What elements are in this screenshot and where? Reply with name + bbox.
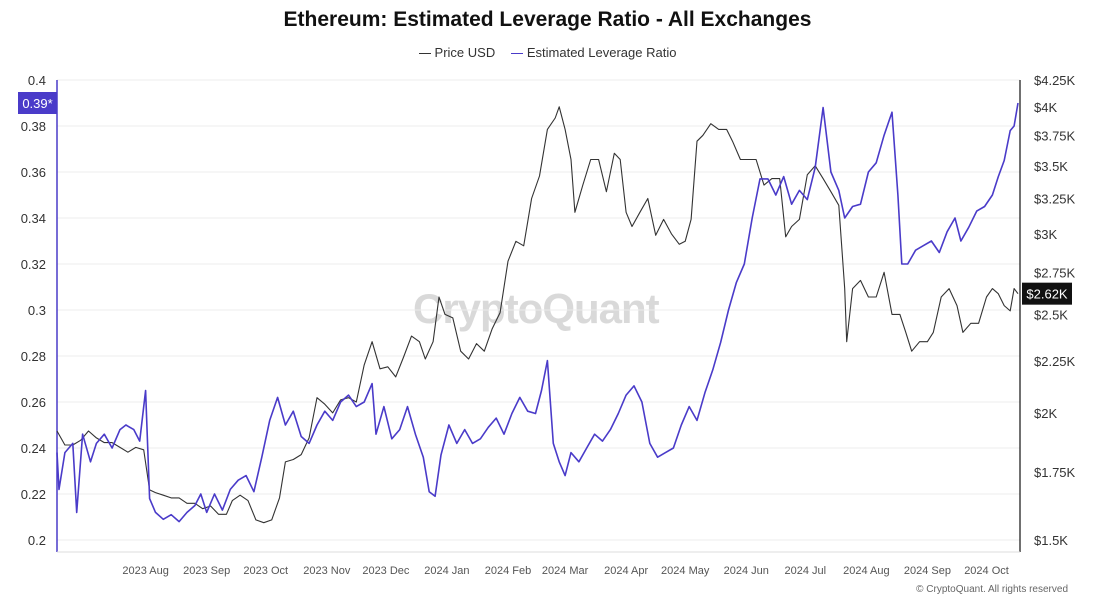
series-line-leverage — [56, 102, 1019, 523]
legend-label-price: Price USD — [434, 45, 496, 60]
legend-item-price[interactable]: Price USD — [418, 45, 496, 60]
left-tick-label-7: 0.34 — [21, 211, 46, 226]
right-tick-label-8: $3.5K — [1034, 159, 1068, 174]
copyright-notice: © CryptoQuant. All rights reserved — [916, 584, 1068, 595]
left-tick-label-2: 0.24 — [21, 441, 46, 456]
x-tick-label-6: 2024 Feb — [485, 565, 531, 577]
legend: Price USD Estimated Leverage Ratio — [0, 45, 1095, 60]
right-tick-label-4: $2.5K — [1034, 307, 1068, 322]
right-tick-label-11: $4.25K — [1034, 73, 1076, 88]
right-tick-label-2: $2K — [1034, 406, 1057, 421]
left-tick-label-9: 0.38 — [21, 119, 46, 134]
x-tick-label-1: 2023 Sep — [183, 565, 230, 577]
x-tick-label-11: 2024 Jul — [785, 565, 827, 577]
x-tick-label-4: 2023 Dec — [362, 565, 410, 577]
right-tick-label-0: $1.5K — [1034, 533, 1068, 548]
x-tick-label-7: 2024 Mar — [542, 565, 589, 577]
left-tick-label-1: 0.22 — [21, 487, 46, 502]
right-tick-label-6: $3K — [1034, 227, 1057, 242]
left-tick-label-8: 0.36 — [21, 165, 46, 180]
x-tick-label-2: 2023 Oct — [243, 565, 288, 577]
x-tick-label-14: 2024 Oct — [964, 565, 1009, 577]
right-tick-label-5: $2.75K — [1034, 265, 1076, 280]
right-tick-label-3: $2.25K — [1034, 354, 1076, 369]
left-tick-label-5: 0.3 — [28, 303, 46, 318]
right-current-value-badge — [1022, 282, 1072, 305]
left-current-value-label: 0.39* — [22, 96, 52, 111]
right-tick-label-1: $1.75K — [1034, 465, 1076, 480]
right-current-value-label: $2.62K — [1026, 287, 1068, 302]
x-tick-label-13: 2024 Sep — [904, 565, 951, 577]
x-tick-label-8: 2024 Apr — [604, 565, 648, 577]
legend-swatch-price — [418, 53, 431, 55]
chart-title: Ethereum: Estimated Leverage Ratio - All… — [283, 8, 812, 31]
x-tick-label-3: 2023 Nov — [303, 565, 351, 577]
left-tick-label-10: 0.4 — [28, 73, 46, 88]
series-line-price — [56, 106, 1019, 524]
x-tick-label-12: 2024 Aug — [843, 565, 890, 577]
left-tick-label-3: 0.26 — [21, 395, 46, 410]
left-tick-label-0: 0.2 — [28, 533, 46, 548]
left-tick-label-4: 0.28 — [21, 349, 46, 364]
x-tick-label-10: 2024 Jun — [724, 565, 769, 577]
right-tick-label-7: $3.25K — [1034, 191, 1076, 206]
right-tick-label-10: $4K — [1034, 100, 1057, 115]
legend-item-leverage[interactable]: Estimated Leverage Ratio — [510, 45, 677, 60]
x-tick-label-0: 2023 Aug — [122, 565, 169, 577]
left-current-value-badge — [18, 92, 57, 114]
x-tick-label-5: 2024 Jan — [424, 565, 469, 577]
legend-label-leverage: Estimated Leverage Ratio — [526, 45, 677, 60]
legend-swatch-leverage — [510, 53, 523, 55]
x-tick-label-9: 2024 May — [661, 565, 710, 577]
left-tick-label-6: 0.32 — [21, 257, 46, 272]
right-tick-label-9: $3.75K — [1034, 128, 1076, 143]
